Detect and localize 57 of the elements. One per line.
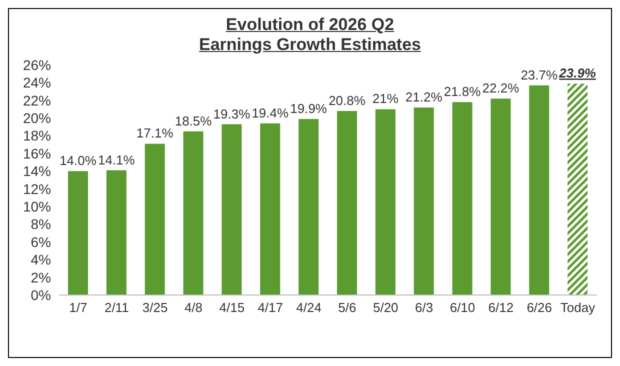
x-tick-label: 1/7 [69,300,88,316]
x-tick-label: 4/8 [184,300,203,316]
bar [452,102,472,295]
y-tick-label: 10% [22,198,51,215]
data-label: 19.4% [252,105,290,120]
x-tick-label: 6/26 [526,300,552,316]
y-tick-label: 4% [30,252,51,268]
bar [375,109,396,295]
data-label: 22.2% [482,80,520,96]
bar [568,84,588,295]
x-tick-label: Today [560,300,596,316]
y-tick-label: 24% [22,74,51,91]
x-tick-label: 4/15 [219,300,245,316]
y-tick-label: 0% [30,286,51,303]
data-label: 19.3% [213,106,251,122]
y-tick-label: 6% [30,234,51,250]
y-tick-label: 12% [22,180,51,197]
x-tick-label: 5/20 [372,300,398,316]
bar [144,144,165,295]
data-label: 20.8% [328,93,366,108]
data-label: 21.8% [444,84,482,100]
y-tick-label: 2% [30,269,51,286]
data-label: 19.9% [290,100,328,116]
x-tick-label: 6/10 [450,300,476,316]
y-tick-label: 26% [22,56,51,73]
x-tick-label: 4/17 [258,300,284,316]
bar [337,111,357,295]
y-tick-label: 20% [22,110,51,126]
bar [529,85,550,295]
y-tick-label: 18% [22,128,51,144]
bar [298,118,319,295]
x-tick-label: 6/3 [415,300,434,316]
data-label: 21% [372,91,399,106]
bar [183,131,204,295]
x-tick-label: 5/6 [338,300,356,316]
bar [490,98,511,295]
data-label: 18.5% [174,113,212,128]
bar [68,171,88,295]
data-label: 21.2% [405,89,443,104]
data-label: 23.9% [558,66,596,81]
x-tick-label: 4/24 [296,300,322,316]
y-tick-label: 16% [22,145,51,162]
y-tick-label: 14% [22,163,51,180]
bar [106,170,126,295]
data-label: 17.1% [136,126,174,141]
x-tick-label: 6/12 [488,300,514,316]
bar [222,124,242,295]
x-tick-label: 2/11 [104,300,129,316]
data-label: 14.1% [98,152,136,168]
bar [414,107,434,295]
bar [260,123,280,295]
data-label: 14.0% [60,153,97,168]
y-tick-label: 8% [30,216,51,232]
data-label: 23.7% [520,67,558,82]
chart-title: Evolution of 2026 Q2 Earnings Growth Estimates [198,15,422,55]
x-tick-label: 3/25 [142,300,168,316]
y-tick-label: 22% [22,92,51,108]
